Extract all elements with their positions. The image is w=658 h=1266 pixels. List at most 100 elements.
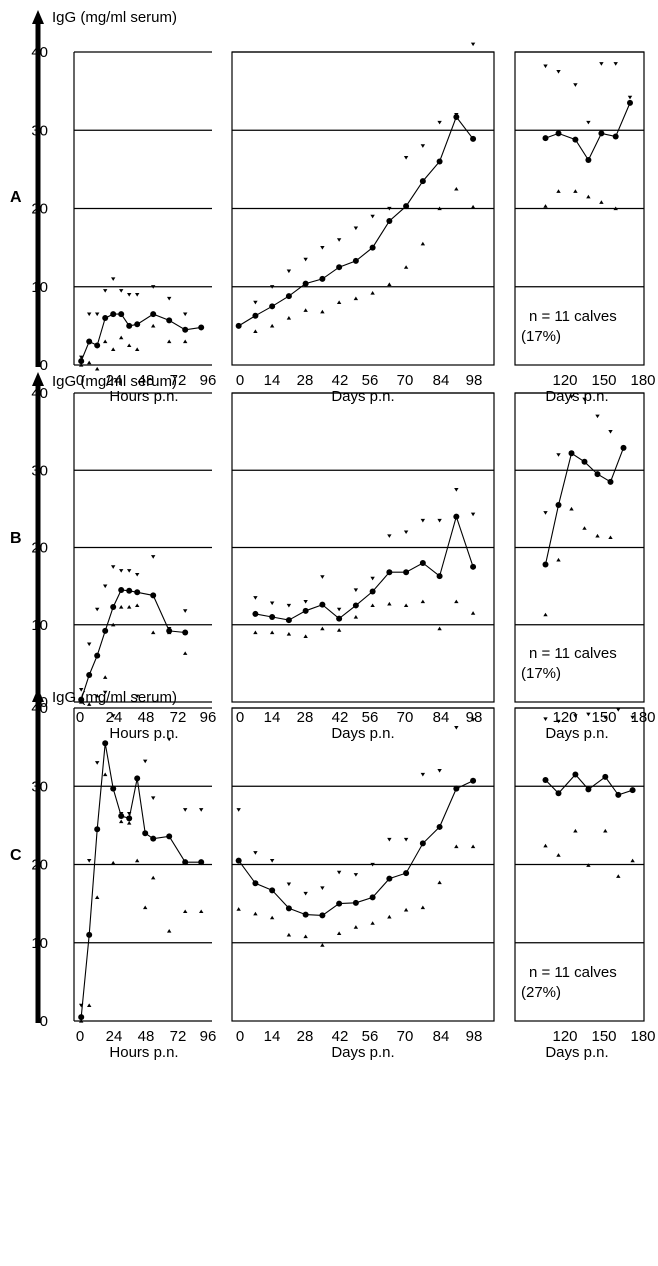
- sample-percent-note: (17%): [521, 665, 561, 682]
- lower-range-marker: [387, 601, 392, 606]
- x-tick-label: 56: [362, 1028, 379, 1045]
- upper-range-marker: [470, 42, 476, 47]
- mean-line: [80, 743, 202, 1018]
- y-tick-label: 20: [31, 540, 48, 557]
- mean-line: [238, 780, 474, 916]
- lower-range-marker: [303, 308, 308, 312]
- lower-range-marker: [543, 612, 548, 617]
- x-tick-label: 56: [362, 709, 379, 726]
- mean-point: [419, 840, 426, 847]
- upper-range-marker: [269, 285, 275, 289]
- x-tick-label: 96: [200, 372, 217, 389]
- upper-range-marker: [556, 453, 561, 457]
- upper-range-marker: [543, 511, 548, 515]
- y-tick-label: 40: [31, 385, 48, 402]
- lower-range-marker: [253, 911, 258, 916]
- mean-point: [598, 130, 605, 137]
- lower-range-marker: [111, 622, 116, 627]
- lower-range-marker: [353, 615, 359, 619]
- upper-range-marker: [613, 62, 618, 66]
- upper-range-marker: [87, 312, 92, 317]
- upper-range-marker: [303, 599, 308, 604]
- upper-range-marker: [303, 257, 308, 262]
- x-tick-label: 48: [138, 709, 155, 726]
- x-tick-label: 0: [236, 1028, 244, 1045]
- mean-point: [369, 588, 376, 595]
- upper-range-marker: [119, 569, 124, 573]
- x-tick-label: 0: [76, 709, 84, 726]
- lower-range-marker: [199, 909, 204, 914]
- x-tick-label: 0: [76, 372, 84, 389]
- lower-range-marker: [543, 843, 548, 848]
- upper-range-marker: [127, 569, 132, 573]
- mean-point: [403, 569, 410, 576]
- x-tick-label: 28: [297, 709, 314, 726]
- upper-range-marker: [253, 851, 258, 855]
- upper-range-marker: [87, 858, 92, 863]
- lower-range-marker: [336, 300, 342, 304]
- panel-late: 120 150 180 Days p.n.: [514, 707, 656, 1061]
- mean-point: [285, 905, 292, 912]
- upper-range-marker: [387, 206, 392, 211]
- y-tick-label: 0: [40, 694, 48, 711]
- lower-range-marker: [543, 204, 548, 208]
- mean-point: [319, 275, 326, 282]
- mean-point: [572, 136, 579, 143]
- x-tick-label: 72: [170, 709, 187, 726]
- x-tick-label: 84: [433, 709, 450, 726]
- lower-range-marker: [103, 339, 108, 344]
- upper-range-marker: [603, 715, 608, 720]
- mean-point: [102, 315, 109, 322]
- mean-point: [627, 99, 633, 106]
- lower-range-marker: [353, 296, 359, 301]
- lower-range-marker: [167, 929, 172, 933]
- upper-range-marker: [79, 1003, 84, 1008]
- lower-range-marker: [135, 858, 140, 863]
- lower-range-marker: [286, 932, 292, 937]
- panel-days: 0 14 28 42 56 70 84 98 Days p.n.: [231, 392, 495, 742]
- mean-point: [102, 627, 109, 634]
- y-tick-label: 10: [31, 935, 48, 952]
- mean-line: [255, 514, 474, 621]
- lower-range-marker: [79, 363, 84, 367]
- upper-range-marker: [403, 837, 409, 842]
- lower-range-marker: [151, 323, 156, 328]
- x-tick-label: 150: [591, 1028, 616, 1045]
- mean-point: [352, 899, 359, 906]
- upper-range-marker: [151, 285, 156, 289]
- panel-late: 120 150 180 Days p.n.: [514, 51, 656, 405]
- upper-range-marker: [599, 62, 604, 66]
- lower-range-marker: [336, 931, 342, 935]
- lower-range-marker: [87, 360, 92, 365]
- upper-range-marker: [286, 882, 292, 887]
- mean-point: [436, 158, 443, 165]
- lower-range-marker: [111, 347, 116, 351]
- y-axis-arrow-head: [32, 10, 44, 24]
- lower-range-marker: [470, 611, 476, 615]
- upper-range-marker: [353, 873, 359, 877]
- mean-point: [302, 280, 309, 287]
- mean-point: [620, 444, 627, 451]
- mean-point: [403, 203, 410, 210]
- mean-point: [118, 311, 125, 318]
- lower-range-marker: [127, 604, 132, 609]
- mean-point: [436, 823, 443, 830]
- lower-range-marker: [613, 206, 618, 211]
- mean-point: [542, 135, 549, 142]
- upper-range-marker: [320, 575, 325, 579]
- upper-range-marker: [543, 717, 548, 721]
- upper-range-marker: [454, 113, 459, 117]
- mean-point: [336, 900, 343, 907]
- x-tick-label: 0: [236, 709, 244, 726]
- mean-point: [419, 178, 426, 185]
- lower-range-marker: [370, 603, 375, 608]
- y-tick-label: 30: [31, 778, 48, 795]
- lower-range-marker: [437, 626, 442, 631]
- lower-range-marker: [420, 241, 426, 246]
- x-axis-label: Days p.n.: [545, 725, 608, 742]
- upper-range-marker: [111, 277, 116, 281]
- mean-point: [150, 592, 157, 599]
- mean-point: [436, 573, 443, 580]
- lower-range-marker: [253, 630, 258, 635]
- mean-point: [86, 931, 93, 938]
